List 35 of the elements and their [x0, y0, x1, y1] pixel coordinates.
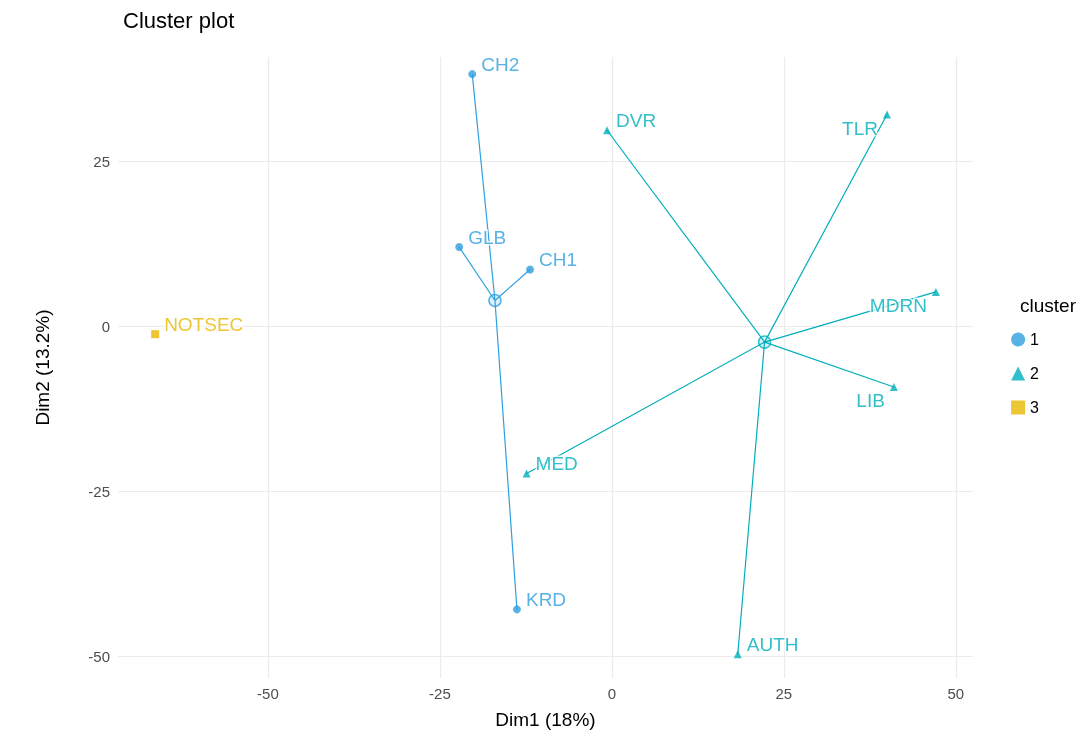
point: [512, 605, 521, 614]
legend-label: 1: [1030, 331, 1040, 348]
y-tick-label: -25: [88, 482, 110, 500]
point: [757, 335, 772, 349]
data-label: DVR: [616, 109, 657, 131]
point: [889, 382, 898, 391]
point: [488, 293, 502, 308]
data-label: NOTSEC: [164, 313, 244, 335]
x-tick-label: -25: [429, 685, 451, 702]
point: [526, 265, 535, 274]
data-label: TLR: [842, 117, 879, 139]
x-tick-label: 25: [775, 685, 793, 702]
legend-label: 3: [1030, 399, 1040, 416]
point: [603, 126, 612, 135]
data-label: CH1: [539, 249, 578, 270]
legend-title: cluster: [1020, 295, 1077, 316]
point: [883, 110, 892, 119]
data-label: AUTH: [746, 633, 799, 655]
x-tick-label: -50: [257, 685, 279, 702]
legend-label: 2: [1030, 365, 1040, 382]
data-label: KRD: [525, 588, 567, 610]
y-tick-label: 25: [93, 152, 110, 170]
point: [151, 330, 160, 339]
point: [468, 70, 477, 79]
data-label: CH2: [481, 53, 520, 75]
y-tick-label: -50: [88, 647, 110, 665]
point: [455, 243, 464, 252]
point: [931, 287, 940, 296]
y-tick-label: 0: [101, 317, 110, 335]
y-axis-title: Dim2 (13.2%): [32, 309, 53, 426]
chart-title: Cluster plot: [123, 7, 235, 33]
x-tick-label: 0: [607, 685, 617, 702]
x-axis-title: Dim1 (18%): [495, 709, 596, 730]
x-tick-label: 50: [947, 685, 965, 702]
data-label: LIB: [856, 390, 885, 412]
